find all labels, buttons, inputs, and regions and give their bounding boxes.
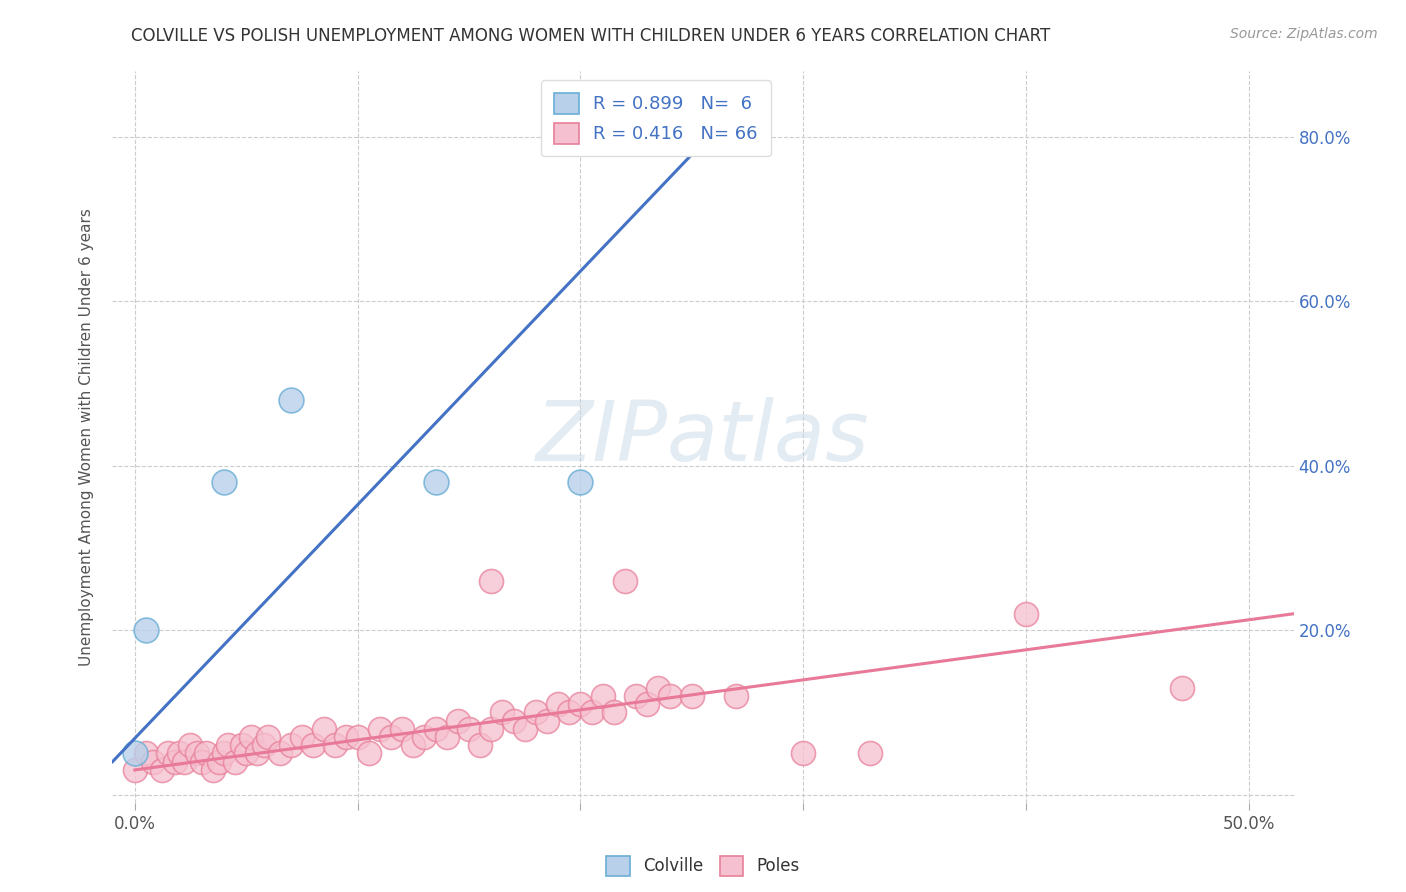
Point — [357, 747, 380, 761]
Point — [212, 747, 235, 761]
Point — [425, 475, 447, 490]
Point — [547, 697, 569, 711]
Point — [335, 730, 357, 744]
Point — [190, 755, 212, 769]
Point — [681, 689, 703, 703]
Point — [253, 739, 276, 753]
Point — [859, 747, 882, 761]
Point — [636, 697, 658, 711]
Point — [1171, 681, 1194, 695]
Point — [124, 747, 146, 761]
Point — [186, 747, 208, 761]
Point — [314, 722, 336, 736]
Point — [239, 730, 262, 744]
Text: Source: ZipAtlas.com: Source: ZipAtlas.com — [1230, 27, 1378, 41]
Point — [513, 722, 536, 736]
Point — [380, 730, 402, 744]
Point — [470, 739, 492, 753]
Point — [558, 706, 581, 720]
Point — [173, 755, 195, 769]
Point — [1015, 607, 1038, 621]
Point — [246, 747, 269, 761]
Point — [124, 763, 146, 777]
Point — [257, 730, 280, 744]
Point — [447, 714, 470, 728]
Point — [179, 739, 201, 753]
Point — [323, 739, 346, 753]
Legend: Colville, Poles: Colville, Poles — [599, 850, 807, 882]
Point — [569, 475, 592, 490]
Point — [280, 393, 302, 408]
Point — [235, 747, 257, 761]
Point — [150, 763, 173, 777]
Point — [436, 730, 458, 744]
Point — [135, 747, 157, 761]
Point — [212, 475, 235, 490]
Point — [658, 689, 681, 703]
Point — [346, 730, 368, 744]
Text: ZIPatlas: ZIPatlas — [536, 397, 870, 477]
Point — [479, 722, 502, 736]
Point — [458, 722, 481, 736]
Point — [603, 706, 626, 720]
Point — [524, 706, 547, 720]
Point — [413, 730, 436, 744]
Point — [425, 722, 447, 736]
Point — [624, 689, 647, 703]
Point — [725, 689, 748, 703]
Point — [647, 681, 669, 695]
Point — [536, 714, 558, 728]
Point — [368, 722, 391, 736]
Point — [592, 689, 614, 703]
Point — [479, 574, 502, 588]
Text: COLVILLE VS POLISH UNEMPLOYMENT AMONG WOMEN WITH CHILDREN UNDER 6 YEARS CORRELAT: COLVILLE VS POLISH UNEMPLOYMENT AMONG WO… — [131, 27, 1050, 45]
Point — [402, 739, 425, 753]
Point — [491, 706, 513, 720]
Point — [142, 755, 165, 769]
Point — [269, 747, 291, 761]
Point — [169, 747, 191, 761]
Point — [224, 755, 246, 769]
Point — [135, 624, 157, 638]
Point — [231, 739, 253, 753]
Point — [217, 739, 239, 753]
Point — [195, 747, 218, 761]
Point — [391, 722, 413, 736]
Point — [163, 755, 186, 769]
Point — [208, 755, 231, 769]
Point — [201, 763, 224, 777]
Point — [569, 697, 592, 711]
Point — [581, 706, 603, 720]
Point — [614, 574, 637, 588]
Point — [792, 747, 814, 761]
Point — [291, 730, 314, 744]
Y-axis label: Unemployment Among Women with Children Under 6 years: Unemployment Among Women with Children U… — [79, 208, 94, 666]
Point — [280, 739, 302, 753]
Point — [302, 739, 325, 753]
Point — [502, 714, 524, 728]
Point — [157, 747, 180, 761]
